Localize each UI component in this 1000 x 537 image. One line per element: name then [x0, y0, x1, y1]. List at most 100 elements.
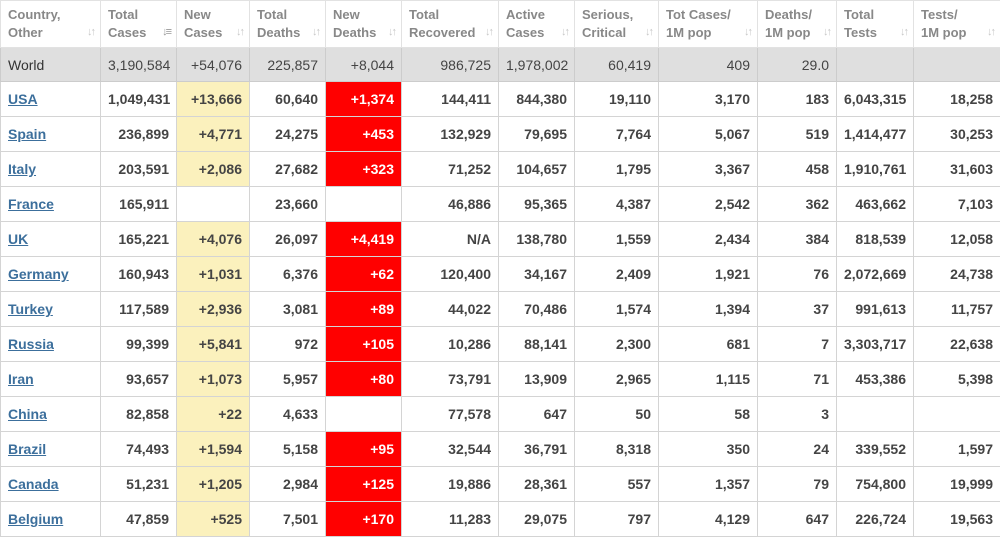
header-line-1: Total [844, 7, 875, 22]
sort-arrows-icon[interactable]: ↓↑ [485, 26, 494, 38]
new-deaths-cell: +80 [325, 361, 402, 397]
country-cell[interactable]: Canada [0, 466, 101, 502]
country-link[interactable]: Italy [8, 161, 37, 177]
column-header-new-cases[interactable]: New Cases ↓↑ [176, 0, 250, 48]
country-cell[interactable]: Belgium [0, 501, 101, 537]
new-cases-cell: +2,936 [176, 291, 250, 327]
table-row: Italy 203,591 +2,086 27,682 +323 71,252 104,65… [0, 151, 1000, 187]
table-row: Germany 160,943 +1,031 6,376 +62 120,400 34,16… [0, 256, 1000, 292]
total-deaths-cell: 5,158 [249, 431, 326, 467]
new-deaths-cell: +89 [325, 291, 402, 327]
total-deaths-cell: 23,660 [249, 186, 326, 222]
sort-arrows-icon[interactable]: ↓↑ [744, 26, 753, 38]
header-row: Country, Other ↓↑ Total Cases ↓≡ New Cases ↓↑ Tot… [0, 0, 1000, 48]
header-line-1: Total [257, 7, 288, 22]
active-cases-cell: 70,486 [498, 291, 575, 327]
header-line-2: 1M pop [666, 25, 712, 40]
deaths-per-1m-cell: 29.0 [757, 47, 837, 82]
new-cases-cell: +22 [176, 396, 250, 432]
total-tests-cell: 6,043,315 [836, 81, 914, 117]
table-row: Brazil 74,493 +1,594 5,158 +95 32,544 36,791 8,… [0, 431, 1000, 467]
column-header-tests-per-1m[interactable]: Tests/1M pop ↓↑ [913, 0, 1000, 48]
country-link[interactable]: Turkey [8, 301, 53, 317]
sort-arrows-icon[interactable]: ↓↑ [561, 26, 570, 38]
total-tests-cell: 991,613 [836, 291, 914, 327]
country-cell[interactable]: Turkey [0, 291, 101, 327]
country-cell[interactable]: France [0, 186, 101, 222]
country-cell[interactable]: China [0, 396, 101, 432]
country-link[interactable]: UK [8, 231, 29, 247]
column-header-total-cases[interactable]: Total Cases ↓≡ [100, 0, 177, 48]
total-tests-cell: 1,910,761 [836, 151, 914, 187]
column-header-new-deaths[interactable]: New Deaths ↓↑ [325, 0, 402, 48]
country-link[interactable]: Germany [8, 266, 69, 282]
country-link[interactable]: USA [8, 91, 38, 107]
header-line-2: Cases [184, 25, 223, 40]
header-line-2: Cases [506, 25, 545, 40]
country-link[interactable]: Spain [8, 126, 47, 142]
column-header-total-deaths[interactable]: Total Deaths ↓↑ [249, 0, 326, 48]
country-link[interactable]: Canada [8, 476, 59, 492]
column-header-label: Active Cases [506, 6, 567, 42]
sort-arrows-icon[interactable]: ↓↑ [900, 26, 909, 38]
total-deaths-cell: 24,275 [249, 116, 326, 152]
tests-per-1m-cell: 7,103 [913, 186, 1000, 222]
sort-arrows-icon[interactable]: ↓↑ [823, 26, 832, 38]
active-cases-cell: 34,167 [498, 256, 575, 292]
country-link[interactable]: Iran [8, 371, 34, 387]
table-row: Belgium 47,859 +525 7,501 +170 11,283 29,075 79… [0, 501, 1000, 537]
column-header-deaths-per-1m[interactable]: Deaths/1M pop ↓↑ [757, 0, 837, 48]
active-cases-cell: 13,909 [498, 361, 575, 397]
tot-cases-per-1m-cell: 409 [658, 47, 758, 82]
sort-arrows-icon[interactable]: ↓↑ [236, 26, 245, 38]
new-cases-cell: +1,073 [176, 361, 250, 397]
sort-arrows-icon[interactable]: ↓↑ [312, 26, 321, 38]
country-cell[interactable]: UK [0, 221, 101, 257]
column-header-active-cases[interactable]: Active Cases ↓↑ [498, 0, 575, 48]
column-header-serious-critical[interactable]: Serious, Critical ↓↑ [574, 0, 659, 48]
new-deaths-cell: +323 [325, 151, 402, 187]
active-cases-cell: 29,075 [498, 501, 575, 537]
country-link[interactable]: France [8, 196, 54, 212]
serious-critical-cell: 797 [574, 501, 659, 537]
column-header-total-tests[interactable]: Total Tests ↓↑ [836, 0, 914, 48]
sort-arrows-icon[interactable]: ↓↑ [987, 26, 996, 38]
total-deaths-cell: 7,501 [249, 501, 326, 537]
deaths-per-1m-cell: 3 [757, 396, 837, 432]
column-header-country[interactable]: Country, Other ↓↑ [0, 0, 101, 48]
country-cell[interactable]: USA [0, 81, 101, 117]
total-tests-cell: 226,724 [836, 501, 914, 537]
serious-critical-cell: 1,795 [574, 151, 659, 187]
active-cases-cell: 88,141 [498, 326, 575, 362]
country-cell[interactable]: Russia [0, 326, 101, 362]
serious-critical-cell: 2,965 [574, 361, 659, 397]
country-cell[interactable]: Italy [0, 151, 101, 187]
country-link[interactable]: Russia [8, 336, 54, 352]
header-line-1: New [333, 7, 360, 22]
country-cell[interactable]: Spain [0, 116, 101, 152]
tot-cases-per-1m-cell: 1,921 [658, 256, 758, 292]
country-link[interactable]: China [8, 406, 47, 422]
country-link[interactable]: Belgium [8, 511, 64, 527]
deaths-per-1m-cell: 362 [757, 186, 837, 222]
tot-cases-per-1m-cell: 5,067 [658, 116, 758, 152]
tests-per-1m-cell: 11,757 [913, 291, 1000, 327]
sort-arrows-icon[interactable]: ↓↑ [645, 26, 654, 38]
country-cell[interactable]: Iran [0, 361, 101, 397]
country-link[interactable]: Brazil [8, 441, 47, 457]
total-cases-cell: 165,221 [100, 221, 177, 257]
column-header-tot-cases-per-1m[interactable]: Tot Cases/1M pop ↓↑ [658, 0, 758, 48]
new-cases-cell: +5,841 [176, 326, 250, 362]
sort-arrows-icon[interactable]: ↓↑ [388, 26, 397, 38]
sort-arrows-icon[interactable]: ↓↑ [87, 26, 96, 38]
country-cell[interactable]: Brazil [0, 431, 101, 467]
total-cases-cell: 117,589 [100, 291, 177, 327]
deaths-per-1m-cell: 183 [757, 81, 837, 117]
header-line-2: Other [8, 25, 43, 40]
total-recovered-cell: 986,725 [401, 47, 499, 82]
column-header-label: New Cases [184, 6, 242, 42]
country-cell[interactable]: Germany [0, 256, 101, 292]
column-header-total-recovered[interactable]: Total Recovered ↓↑ [401, 0, 499, 48]
sort-desc-icon[interactable]: ↓≡ [162, 26, 172, 38]
total-cases-cell: 51,231 [100, 466, 177, 502]
